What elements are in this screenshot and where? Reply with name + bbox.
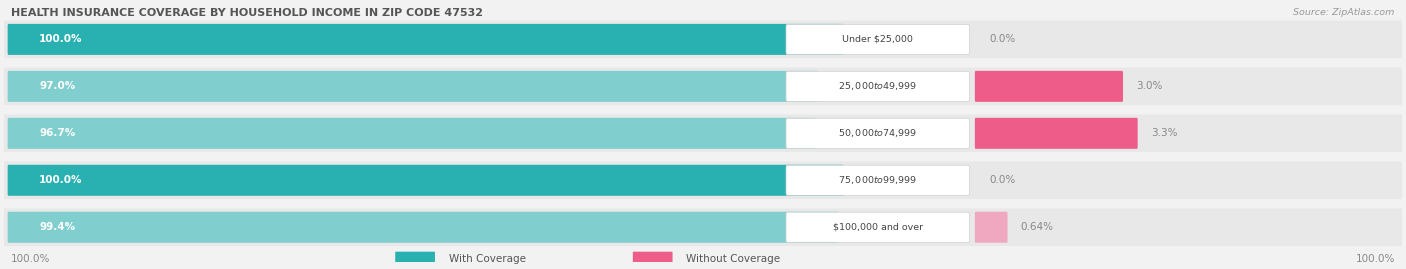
Text: 100.0%: 100.0% xyxy=(11,254,51,264)
FancyBboxPatch shape xyxy=(786,24,969,54)
FancyBboxPatch shape xyxy=(786,165,969,195)
FancyBboxPatch shape xyxy=(7,212,838,243)
Text: $75,000 to $99,999: $75,000 to $99,999 xyxy=(838,174,917,186)
FancyBboxPatch shape xyxy=(974,212,1008,243)
Text: 97.0%: 97.0% xyxy=(39,81,76,91)
Text: 100.0%: 100.0% xyxy=(1355,254,1395,264)
FancyBboxPatch shape xyxy=(395,252,434,267)
Text: With Coverage: With Coverage xyxy=(449,254,526,264)
Text: Without Coverage: Without Coverage xyxy=(686,254,780,264)
FancyBboxPatch shape xyxy=(7,71,818,102)
FancyBboxPatch shape xyxy=(7,24,844,55)
Text: 100.0%: 100.0% xyxy=(39,34,83,44)
FancyBboxPatch shape xyxy=(4,115,1402,152)
Text: 3.3%: 3.3% xyxy=(1152,128,1177,138)
FancyBboxPatch shape xyxy=(786,71,969,101)
FancyBboxPatch shape xyxy=(7,165,844,196)
Text: 0.0%: 0.0% xyxy=(990,175,1015,185)
FancyBboxPatch shape xyxy=(974,118,1137,149)
FancyBboxPatch shape xyxy=(4,21,1402,58)
Text: 99.4%: 99.4% xyxy=(39,222,76,232)
FancyBboxPatch shape xyxy=(633,252,672,267)
Text: 0.64%: 0.64% xyxy=(1021,222,1054,232)
Text: 3.0%: 3.0% xyxy=(1136,81,1163,91)
FancyBboxPatch shape xyxy=(4,68,1402,105)
FancyBboxPatch shape xyxy=(4,208,1402,246)
Text: 100.0%: 100.0% xyxy=(39,175,83,185)
FancyBboxPatch shape xyxy=(974,71,1123,102)
Text: $50,000 to $74,999: $50,000 to $74,999 xyxy=(838,127,917,139)
FancyBboxPatch shape xyxy=(786,118,969,148)
Text: $100,000 and over: $100,000 and over xyxy=(832,223,922,232)
Text: HEALTH INSURANCE COVERAGE BY HOUSEHOLD INCOME IN ZIP CODE 47532: HEALTH INSURANCE COVERAGE BY HOUSEHOLD I… xyxy=(11,8,484,18)
Text: 0.0%: 0.0% xyxy=(990,34,1015,44)
FancyBboxPatch shape xyxy=(786,212,969,242)
FancyBboxPatch shape xyxy=(7,118,815,149)
Text: 96.7%: 96.7% xyxy=(39,128,76,138)
Text: $25,000 to $49,999: $25,000 to $49,999 xyxy=(838,80,917,92)
Text: Source: ZipAtlas.com: Source: ZipAtlas.com xyxy=(1294,8,1395,17)
Text: Under $25,000: Under $25,000 xyxy=(842,35,912,44)
FancyBboxPatch shape xyxy=(4,161,1402,199)
